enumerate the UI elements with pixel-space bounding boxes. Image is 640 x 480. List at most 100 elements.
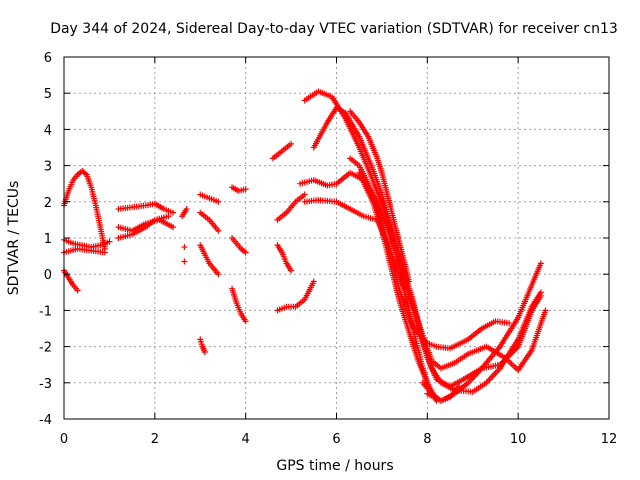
data-point	[279, 148, 285, 155]
y-tick-label: -3	[39, 377, 52, 392]
y-tick-label: 1	[44, 232, 52, 247]
data-point	[242, 318, 249, 325]
data-point	[360, 213, 367, 220]
data-point	[65, 274, 72, 281]
data-point	[301, 198, 308, 205]
data-point	[315, 196, 322, 203]
data-point	[415, 347, 422, 354]
data-point	[301, 97, 308, 104]
data-point	[181, 244, 188, 251]
data-point	[365, 133, 372, 140]
data-point	[274, 216, 281, 223]
data-point	[74, 171, 81, 178]
data-point	[310, 278, 317, 285]
data-point	[419, 365, 426, 372]
data-point	[542, 307, 549, 314]
data-point	[378, 198, 385, 205]
data-point	[206, 216, 213, 223]
data-point	[451, 359, 458, 366]
data-point	[106, 238, 113, 245]
y-tick-label: 5	[44, 87, 52, 102]
series-track-m	[197, 209, 222, 234]
x-tick-label: 6	[332, 432, 340, 447]
data-point	[197, 336, 204, 343]
data-point	[537, 260, 544, 267]
data-point	[347, 206, 354, 213]
data-point	[383, 213, 390, 220]
data-point	[142, 220, 149, 227]
data-point	[483, 379, 490, 386]
data-point	[469, 388, 476, 395]
data-point	[447, 383, 454, 390]
data-point	[388, 231, 394, 238]
data-point	[410, 329, 417, 336]
data-point	[388, 206, 394, 213]
data-point	[437, 365, 444, 372]
data-point	[170, 224, 176, 231]
data-point	[115, 224, 122, 231]
data-point	[288, 140, 295, 147]
series-track-l	[197, 191, 222, 205]
data-point	[515, 343, 522, 350]
series-track-p	[229, 235, 249, 256]
data-point	[201, 349, 208, 356]
data-point	[369, 166, 376, 173]
data-point	[397, 242, 404, 249]
data-point	[160, 206, 167, 213]
data-point	[65, 187, 72, 194]
y-tick-label: 3	[44, 160, 52, 175]
x-tick-label: 8	[423, 432, 431, 447]
y-tick-label: -1	[39, 304, 52, 319]
y-tick-label: 4	[44, 123, 52, 138]
data-point	[92, 202, 99, 209]
data-point	[70, 177, 77, 184]
data-point	[347, 155, 354, 162]
data-point	[197, 242, 204, 249]
data-point	[229, 285, 236, 292]
data-point	[324, 182, 331, 189]
data-point	[235, 187, 242, 194]
data-point	[156, 216, 163, 223]
data-point	[342, 110, 349, 117]
data-point	[378, 227, 385, 234]
data-point	[528, 307, 535, 314]
y-tick-label: 0	[44, 268, 52, 283]
data-point	[79, 168, 86, 175]
data-point	[356, 162, 363, 169]
data-point	[497, 361, 503, 368]
data-point	[292, 303, 299, 310]
data-point	[478, 365, 485, 372]
y-tick-label: 2	[44, 196, 52, 211]
series-track-o	[229, 184, 249, 194]
data-point	[397, 267, 404, 274]
data-point	[215, 198, 222, 205]
data-point	[269, 155, 276, 162]
chart-title: Day 344 of 2024, Sidereal Day-to-day VTE…	[50, 21, 618, 37]
data-point	[197, 191, 204, 198]
data-point	[88, 247, 95, 254]
data-point	[537, 292, 544, 299]
x-tick-label: 4	[242, 432, 250, 447]
data-point	[419, 379, 426, 386]
data-point	[378, 169, 385, 176]
data-point	[310, 177, 317, 184]
data-point	[197, 209, 204, 216]
data-point	[101, 249, 108, 256]
data-point	[283, 260, 290, 267]
data-point	[242, 186, 249, 193]
data-point	[497, 343, 503, 350]
data-point	[74, 287, 81, 294]
data-point	[328, 93, 335, 100]
data-point	[97, 242, 104, 249]
data-point	[88, 184, 95, 191]
data-point	[483, 343, 490, 350]
data-point	[356, 144, 363, 151]
data-point	[437, 397, 444, 404]
data-point	[406, 278, 413, 285]
data-point	[97, 224, 104, 231]
series-track-j	[181, 258, 188, 265]
data-point	[206, 195, 213, 202]
data-point	[283, 303, 290, 310]
data-point	[528, 282, 535, 289]
data-point	[465, 350, 472, 357]
